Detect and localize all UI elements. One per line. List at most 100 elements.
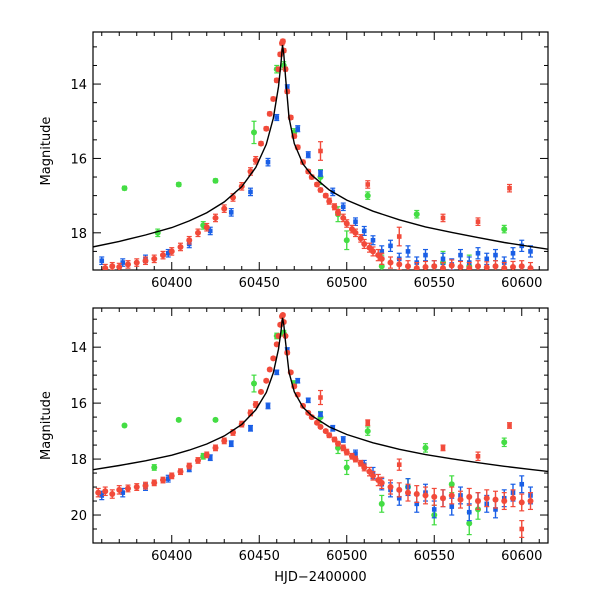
red-outlier-point xyxy=(318,148,323,154)
blue-point xyxy=(274,115,280,120)
red-point xyxy=(102,488,109,495)
red-point xyxy=(396,486,403,493)
y-axis-label: Magnitude xyxy=(39,117,54,186)
blue-point xyxy=(305,398,311,403)
blue-point xyxy=(458,252,463,258)
red-point xyxy=(448,262,455,269)
red-point xyxy=(317,187,324,194)
red-point xyxy=(326,432,333,439)
red-point xyxy=(317,423,324,430)
blue-point xyxy=(228,210,234,215)
red-point xyxy=(186,463,193,470)
red-point xyxy=(352,456,359,463)
blue-point xyxy=(379,249,385,254)
green-point xyxy=(422,444,429,451)
red-point xyxy=(270,95,277,102)
red-point xyxy=(263,125,270,132)
red-point xyxy=(177,243,184,250)
red-point xyxy=(343,449,350,456)
blue-point xyxy=(340,437,346,442)
red-point xyxy=(483,495,490,502)
x-tick-label: 60550 xyxy=(414,276,455,291)
green-point xyxy=(212,177,219,184)
green-point xyxy=(343,237,350,244)
blue-point xyxy=(493,252,498,258)
red-point xyxy=(125,485,131,492)
red-point xyxy=(457,496,464,503)
red-point xyxy=(314,181,320,188)
blue-point xyxy=(414,501,420,507)
red-point xyxy=(203,224,210,231)
red-outlier-point xyxy=(475,219,481,224)
red-point xyxy=(151,479,158,486)
red-point xyxy=(116,264,123,270)
green-point xyxy=(466,520,473,527)
red-point xyxy=(331,203,338,210)
green-point xyxy=(175,416,182,423)
blue-point xyxy=(405,249,411,254)
x-tick-label: 60450 xyxy=(239,276,280,291)
red-outlier-point xyxy=(396,234,402,239)
blue-point xyxy=(466,509,472,515)
red-point xyxy=(492,263,499,270)
green-point xyxy=(251,129,257,136)
red-point xyxy=(357,235,364,242)
red-point xyxy=(95,489,102,496)
red-point xyxy=(252,401,259,408)
blue-point xyxy=(353,219,358,224)
red-point xyxy=(273,77,280,84)
x-tick-label: 60500 xyxy=(326,549,367,564)
red-point xyxy=(405,489,411,496)
blue-point xyxy=(510,250,516,256)
red-point xyxy=(466,265,473,270)
blue-point xyxy=(99,258,105,264)
red-series xyxy=(95,311,534,512)
green-point xyxy=(151,464,158,471)
green-point xyxy=(501,226,508,233)
red-point xyxy=(195,457,201,464)
red-point xyxy=(326,198,333,205)
red-point xyxy=(314,419,320,426)
red-point xyxy=(396,261,403,268)
blue-point xyxy=(284,85,290,91)
x-tick-label: 60550 xyxy=(414,549,455,564)
blue-point xyxy=(493,507,498,512)
x-tick-label: 60500 xyxy=(326,276,367,291)
red-point xyxy=(142,482,149,489)
blue-point xyxy=(528,249,533,254)
y-tick-label: 18 xyxy=(70,227,87,242)
red-point xyxy=(160,477,166,484)
red-point xyxy=(212,444,219,451)
red-point xyxy=(483,264,490,270)
red-point xyxy=(361,464,368,471)
red-point xyxy=(109,263,116,270)
red-outlier-series xyxy=(318,389,525,539)
green-point xyxy=(364,428,371,435)
y-axis-label: Magnitude xyxy=(39,391,54,460)
bottom-panel: 60400 60450 60500 60550 60600 14 16 18 20 Magnitu… xyxy=(39,307,549,585)
red-point xyxy=(168,472,175,479)
green-point xyxy=(343,464,350,471)
green-point xyxy=(448,481,455,488)
blue-point xyxy=(370,237,376,243)
blue-point xyxy=(248,189,253,195)
red-point xyxy=(133,259,140,266)
red-series xyxy=(102,38,534,270)
x-tick-label: 60600 xyxy=(501,276,542,291)
y-tick-label: 20 xyxy=(70,509,87,524)
red-point xyxy=(518,263,525,270)
red-point xyxy=(335,440,341,447)
red-point xyxy=(501,498,508,505)
green-point xyxy=(212,416,219,423)
red-point xyxy=(501,265,508,270)
blue-point xyxy=(484,256,490,262)
red-point xyxy=(186,237,193,244)
green-point xyxy=(251,380,257,387)
red-point xyxy=(413,491,420,498)
red-point xyxy=(116,486,123,493)
red-point xyxy=(361,240,368,247)
red-point xyxy=(151,255,158,262)
red-point xyxy=(366,468,373,475)
blue-point xyxy=(423,252,428,258)
